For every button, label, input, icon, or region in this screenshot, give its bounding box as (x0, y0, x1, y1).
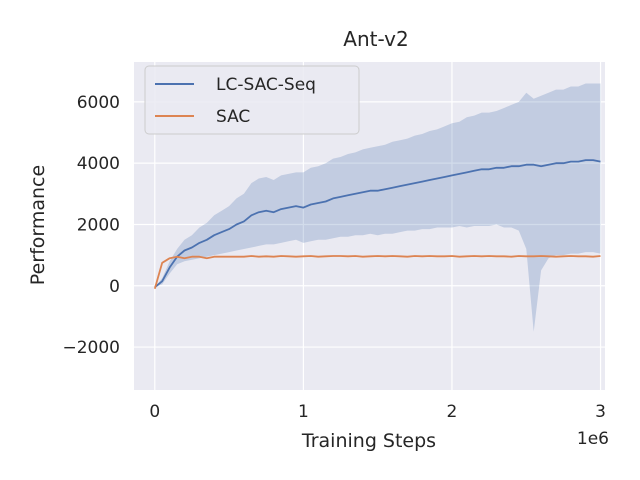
legend-label-sac: SAC (216, 107, 250, 127)
y-tick-label: 6000 (77, 93, 120, 113)
y-tick-label: 4000 (77, 154, 120, 174)
y-axis-label: Performance (27, 165, 49, 285)
chart-title: Ant-v2 (343, 27, 408, 51)
y-tick-label: −2000 (62, 338, 120, 358)
x-tick-label: 0 (149, 402, 160, 422)
y-axis-ticks: −2000 0 2000 4000 6000 (62, 93, 120, 358)
x-scale-label: 1e6 (577, 429, 609, 449)
series-lines (153, 159, 601, 290)
x-tick-label: 3 (595, 402, 606, 422)
x-tick-label: 1 (298, 402, 309, 422)
confidence-bands (154, 83, 601, 332)
legend-box (144, 65, 360, 135)
legend: LC-SAC-Seq SAC (144, 65, 360, 135)
series-line-lc-sac-seq (154, 159, 601, 288)
y-tick-label: 0 (109, 277, 120, 297)
x-tick-label: 2 (447, 402, 458, 422)
legend-label-lc-sac-seq: LC-SAC-Seq (216, 75, 316, 95)
y-tick-label: 2000 (77, 215, 120, 235)
series-line-sac (153, 255, 601, 290)
x-axis-ticks: 0 1 2 3 (149, 402, 606, 422)
x-axis-label: Training Steps (301, 430, 436, 452)
band-lc-sac-seq (154, 83, 601, 332)
